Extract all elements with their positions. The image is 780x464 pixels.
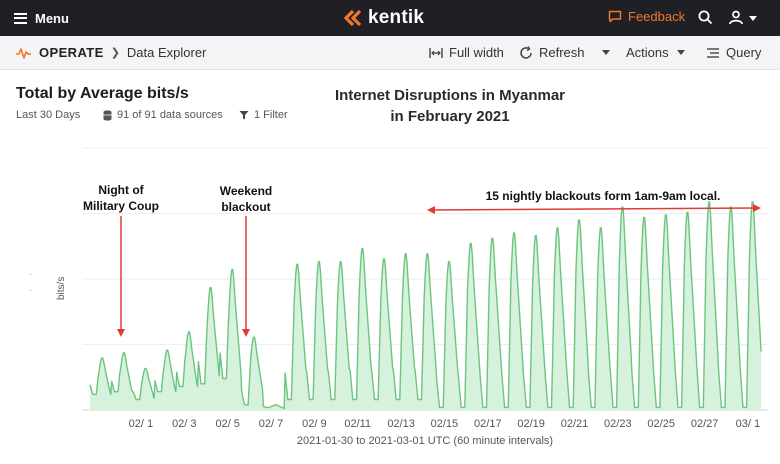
data-sources-label: 91 of 91 data sources — [117, 109, 223, 121]
x-tick-label: 03/ 1 — [736, 418, 760, 430]
pulse-icon — [16, 47, 31, 59]
y-axis-hidden-ticks: · · — [29, 269, 32, 295]
full-width-button[interactable]: Full width — [429, 45, 504, 60]
chevron-down-icon — [749, 15, 757, 21]
refresh-icon — [520, 45, 532, 59]
breadcrumb-separator-icon: ❯ — [110, 47, 120, 59]
coup-annotation-line-2: Military Coup — [83, 199, 159, 213]
filter-count[interactable]: 1 Filter — [239, 109, 288, 121]
x-tick-label: 02/27 — [691, 418, 719, 430]
breadcrumb-page: Data Explorer — [126, 45, 207, 60]
time-range[interactable]: Last 30 Days — [16, 109, 80, 121]
filter-label: 1 Filter — [254, 109, 288, 121]
x-tick-label: 02/23 — [604, 418, 632, 430]
x-axis-label: 2021-01-30 to 2021-03-01 UTC (60 minute … — [297, 435, 553, 447]
page-toolbar: OPERATE ❯ Data Explorer Full width Refre… — [0, 36, 780, 70]
x-tick-label: 02/ 3 — [172, 418, 196, 430]
kentik-chevron-icon — [343, 9, 362, 27]
data-sources[interactable]: 91 of 91 data sources — [103, 109, 223, 121]
x-tick-label: 02/ 7 — [259, 418, 283, 430]
user-icon — [729, 10, 743, 25]
breadcrumb: OPERATE ❯ Data Explorer — [15, 45, 206, 60]
x-tick-label: 02/13 — [387, 418, 415, 430]
panel-title: Total by Average bits/s — [16, 85, 189, 102]
chat-bubble-icon — [608, 10, 622, 23]
x-axis-ticks: 02/ 1 02/ 3 02/ 5 02/ 7 02/ 9 02/11 02/13 02/15… — [129, 418, 760, 430]
user-menu[interactable] — [728, 10, 758, 25]
breadcrumb-section[interactable]: OPERATE — [39, 45, 104, 60]
search-icon[interactable] — [698, 10, 713, 30]
top-navigation-bar: Menu kentik Feedback — [0, 0, 780, 36]
x-tick-label: 02/ 9 — [302, 418, 326, 430]
x-tick-label: 02/15 — [431, 418, 459, 430]
menu-button[interactable]: Menu — [14, 8, 69, 28]
kentik-logo[interactable]: kentik — [342, 7, 424, 29]
annotation-title-line-1: Internet Disruptions in Myanmar — [334, 87, 566, 104]
query-list-icon — [707, 47, 719, 58]
x-tick-label: 02/17 — [474, 418, 502, 430]
annotation-title-line-2: in February 2021 — [390, 108, 510, 125]
feedback-label: Feedback — [628, 9, 686, 24]
annotation-title: Internet Disruptions in Myanmar in Febru… — [305, 85, 595, 127]
x-tick-label: 02/21 — [561, 418, 589, 430]
traffic-area-chart: 02/ 1 02/ 3 02/ 5 02/ 7 02/ 9 02/11 02/13 02/15… — [82, 147, 768, 447]
coup-annotation-line-1: Night of — [98, 183, 144, 197]
full-width-label: Full width — [449, 45, 504, 60]
traffic-series-line — [89, 201, 762, 410]
menu-label: Menu — [35, 10, 69, 26]
x-tick-label: 02/19 — [517, 418, 545, 430]
actions-chevron-icon — [676, 50, 685, 55]
actions-label: Actions — [626, 45, 669, 60]
nightly-range-arrow — [427, 204, 761, 214]
x-tick-label: 02/25 — [647, 418, 675, 430]
x-tick-label: 02/ 1 — [129, 418, 153, 430]
traffic-area-fill — [90, 201, 762, 410]
expand-width-icon — [429, 47, 443, 58]
x-tick-label: 02/11 — [344, 418, 371, 430]
refresh-options-chevron-icon[interactable] — [601, 50, 610, 55]
x-tick-label: 02/ 5 — [215, 418, 239, 430]
query-label: Query — [726, 45, 762, 60]
weekend-annotation-line-2: blackout — [221, 200, 270, 214]
refresh-button[interactable]: Refresh — [519, 45, 610, 60]
actions-menu[interactable]: Actions — [626, 45, 685, 60]
logo-text: kentik — [368, 7, 425, 28]
weekend-annotation-line-1: Weekend — [220, 184, 272, 198]
database-icon — [103, 109, 112, 121]
nightly-annotation: 15 nightly blackouts form 1am-9am local. — [486, 189, 721, 203]
refresh-label: Refresh — [539, 45, 585, 60]
filter-icon — [239, 111, 249, 120]
query-button[interactable]: Query — [706, 45, 761, 60]
hamburger-icon — [14, 12, 27, 24]
time-range-label: Last 30 Days — [16, 109, 81, 121]
feedback-button[interactable]: Feedback — [608, 9, 685, 24]
